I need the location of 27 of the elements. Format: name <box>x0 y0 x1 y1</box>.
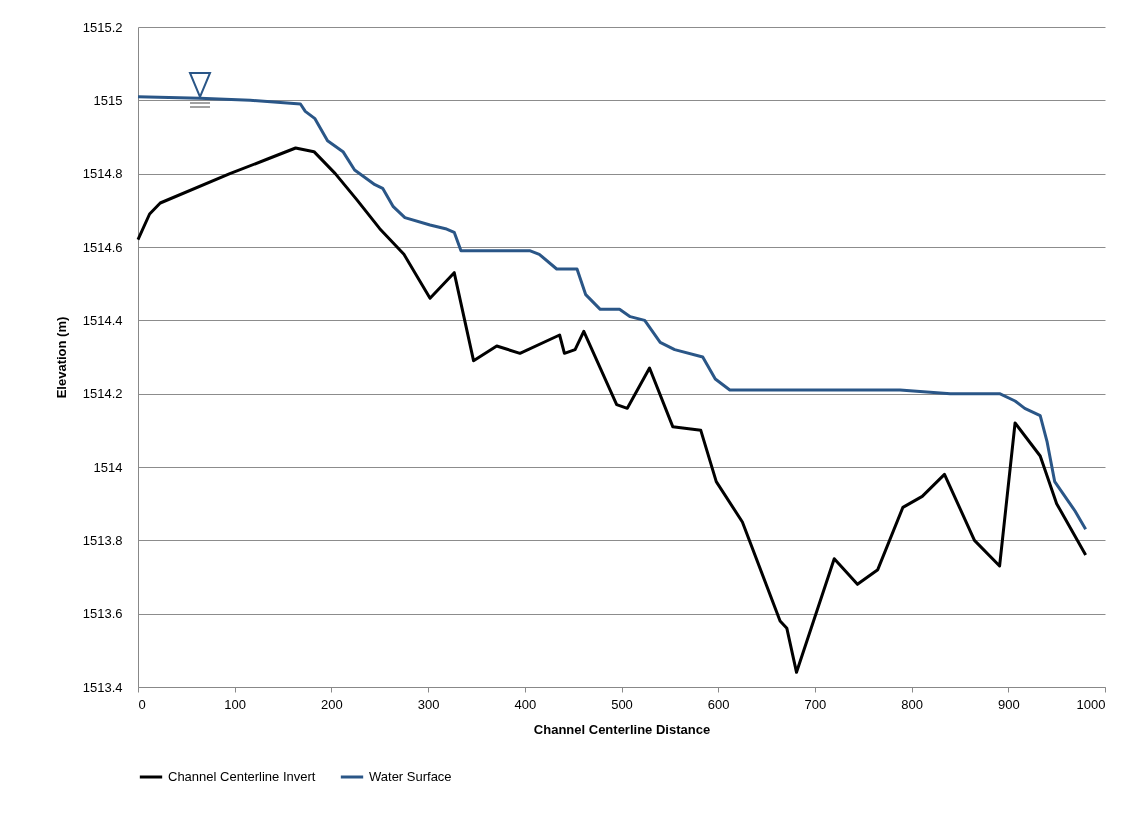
y-tick-label: 1514.4 <box>82 312 123 328</box>
y-tick-label: 1513.8 <box>82 532 123 548</box>
x-tick-label: 100 <box>224 696 247 712</box>
x-tick-label: 600 <box>707 696 730 712</box>
x-tick-label: 500 <box>611 696 633 712</box>
x-tick-label: 300 <box>417 696 440 712</box>
y-tick-label: 1514.6 <box>82 239 123 255</box>
y-tick-label: 1515.2 <box>82 19 123 35</box>
y-tick-label: 1513.4 <box>82 679 123 695</box>
line-series <box>136 146 1088 674</box>
x-tick-label: 200 <box>321 696 343 712</box>
line-series <box>136 95 1088 531</box>
x-tick-label: 700 <box>804 696 827 712</box>
legend-label: Channel Centerline Invert <box>168 769 316 784</box>
legend-label: Water Surface <box>369 769 452 784</box>
x-tick-label: 800 <box>901 696 923 712</box>
y-tick-label: 1514.2 <box>82 386 123 402</box>
y-tick-label: 1514.8 <box>82 166 123 182</box>
y-tick-label: 1514 <box>93 459 123 475</box>
x-tick-label: 1000 <box>1076 696 1106 712</box>
y-tick-label: 1515 <box>93 92 123 108</box>
x-tick-label: 900 <box>997 696 1020 712</box>
y-axis-title: Elevation (m) <box>53 316 69 399</box>
x-axis-title: Channel Centerline Distance <box>533 721 711 737</box>
x-tick-label: 0 <box>138 696 146 712</box>
x-tick-label: 400 <box>514 696 537 712</box>
y-tick-label: 1513.6 <box>82 606 123 622</box>
